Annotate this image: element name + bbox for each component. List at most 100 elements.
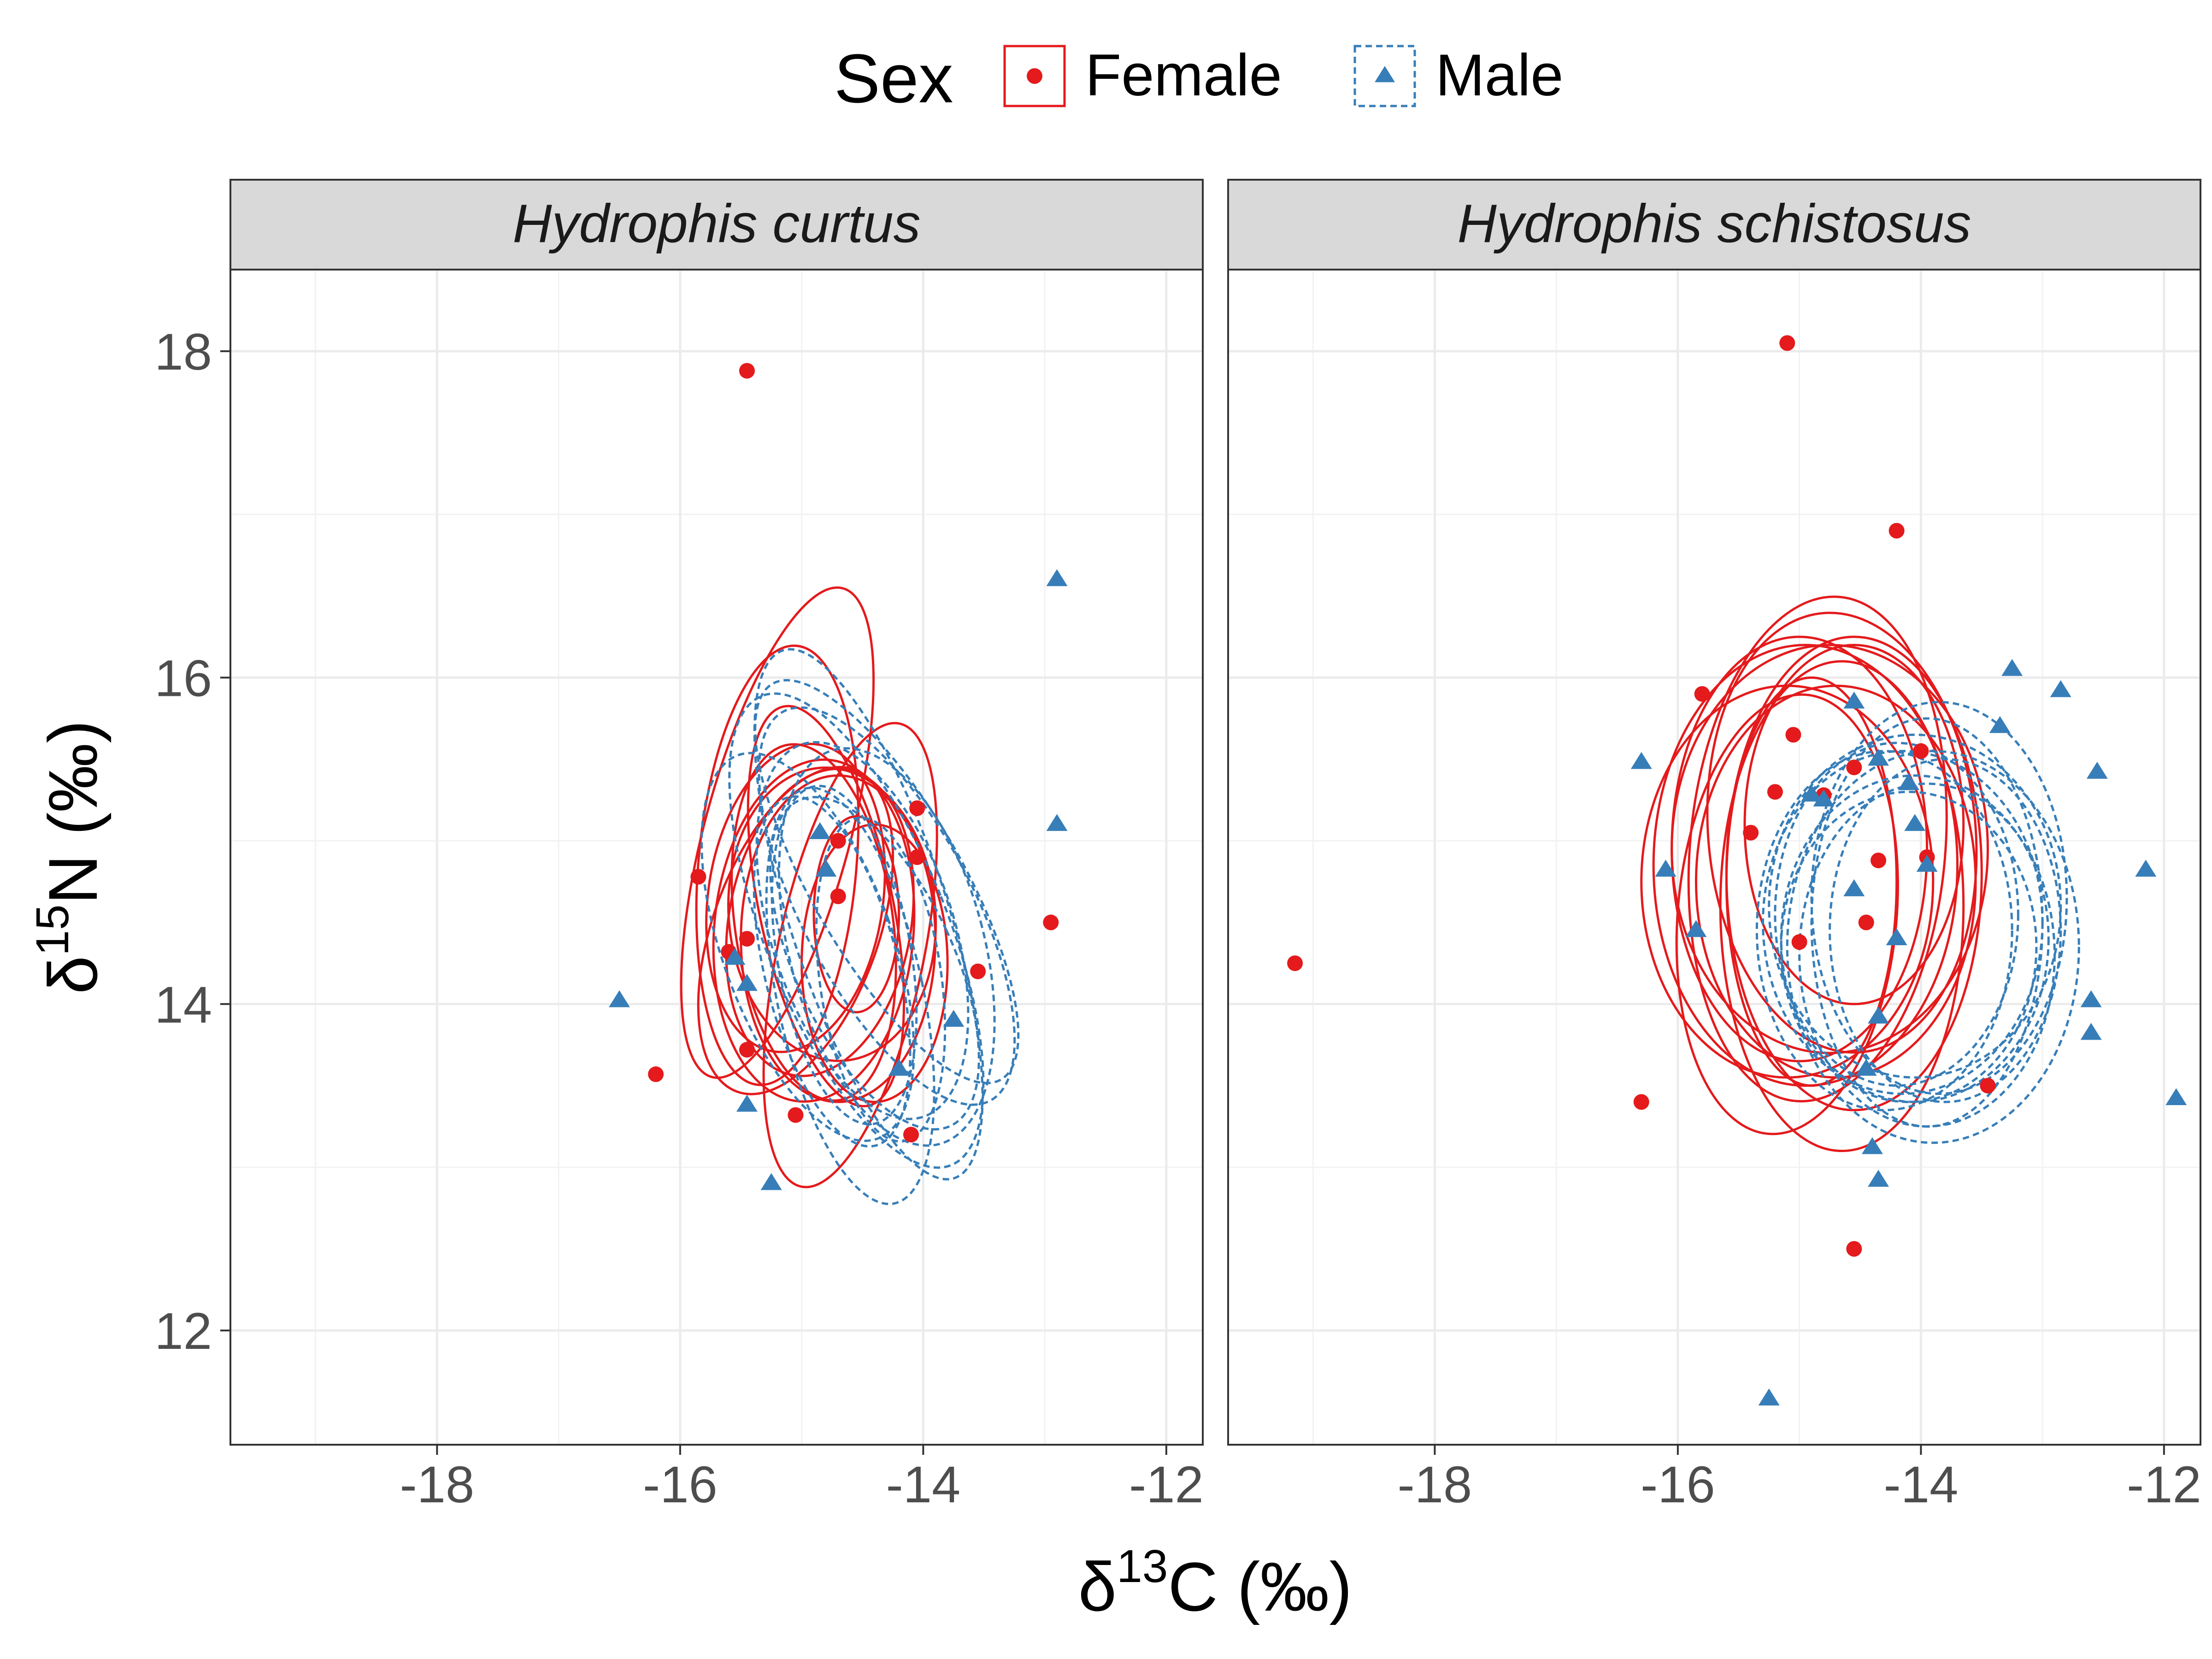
data-point-male [1868, 1170, 1889, 1187]
facet-strip [229, 179, 1204, 271]
data-point-male [1868, 748, 1889, 766]
data-point-female [1767, 784, 1783, 800]
data-point-male [736, 974, 758, 991]
legend-label: Female [1085, 42, 1282, 108]
x-axis: -18 -16 -14 -12 [1397, 1445, 2201, 1513]
data-point-female [1846, 759, 1862, 776]
data-point-male [2001, 659, 2023, 676]
data-point-female [1785, 727, 1801, 743]
sea-ellipse-male [1780, 790, 2038, 1103]
legend-triangle-icon [1375, 66, 1395, 82]
data-point-female [739, 1041, 755, 1058]
data-point-male [1758, 1388, 1780, 1406]
sea-ellipse-male [754, 679, 1020, 1084]
x-tick-label: -16 [1641, 1456, 1715, 1513]
sea-ellipse-male [815, 816, 947, 1143]
data-point-male [1861, 1137, 1883, 1154]
series-male [1755, 701, 2080, 1144]
data-point-female [739, 363, 755, 379]
data-point-male [1855, 1059, 1877, 1076]
series-male [700, 648, 1020, 1206]
sea-ellipse-female [727, 766, 937, 1062]
panel-data [1287, 335, 2187, 1406]
data-point-female [690, 869, 706, 885]
sea-ellipse-female [1725, 676, 1898, 1087]
panel-data [609, 363, 1068, 1206]
points-male [1630, 659, 2187, 1406]
x-axis: -18 -16 -14 -12 [400, 1445, 1204, 1513]
data-point-male [1916, 854, 1938, 872]
data-point-male [609, 990, 630, 1007]
axis-titles: δ13C (‰) δ15N (‰) [27, 720, 1352, 1625]
x-tick-label: -14 [1883, 1456, 1958, 1513]
data-point-male [1801, 784, 1822, 802]
x-axis-title: δ13C (‰) [1078, 1541, 1353, 1625]
data-point-male [2086, 762, 2108, 779]
data-point-female [1846, 1241, 1862, 1257]
data-point-female [909, 849, 925, 865]
data-point-male [1843, 879, 1865, 896]
data-point-female [970, 963, 986, 979]
data-point-female [903, 1127, 919, 1143]
data-point-male [2080, 1023, 2102, 1040]
gridlines [230, 270, 1203, 1445]
y-tick-label: 16 [154, 649, 212, 707]
data-point-male [736, 1094, 758, 1112]
sea-ellipse-female [697, 766, 894, 1095]
sea-ellipse-male [769, 796, 980, 1131]
y-axis-title: δ15N (‰) [27, 720, 112, 994]
data-point-male [2080, 990, 2102, 1007]
data-point-female [1779, 335, 1795, 351]
data-point-female [909, 800, 925, 816]
data-point-male [1685, 920, 1707, 937]
panel-background [1228, 270, 2200, 1445]
data-point-female [1980, 1077, 1996, 1094]
data-point-female [1871, 853, 1887, 869]
data-point-female [830, 888, 846, 904]
data-point-female [788, 1107, 804, 1123]
data-point-female [1913, 743, 1929, 759]
sea-ellipse-male [1810, 717, 2044, 1128]
legend-circle-icon [1027, 68, 1042, 84]
sea-ellipse-male [758, 706, 1016, 1106]
sea-ellipse-female [695, 644, 860, 1086]
x-tick-label: -18 [400, 1456, 474, 1513]
sea-ellipse-female [1743, 644, 1965, 1006]
y-tick-label: 14 [154, 976, 212, 1034]
plot-panels: Hydrophis curtus-18 -16 -14 -1212141618Hydr… [154, 179, 2201, 1513]
data-point-female [648, 1066, 664, 1082]
data-point-male [1886, 928, 1907, 946]
data-point-male [1655, 859, 1677, 877]
panel-2: Hydrophis schistosus -18 -16 -14 -12 [1227, 179, 2201, 1513]
points-female [648, 363, 1059, 1143]
sea-ellipse-female [1671, 635, 1929, 1063]
data-point-male [1843, 691, 1865, 709]
facet-strip-label: Hydrophis schistosus [1458, 194, 1971, 254]
data-point-male [1630, 752, 1652, 769]
data-point-male [888, 1059, 910, 1076]
points-male [609, 569, 1068, 1190]
sea-ellipse-male [777, 747, 996, 1147]
data-point-male [943, 1010, 965, 1027]
sea-ellipse-male [728, 692, 985, 1169]
sea-ellipse-male [1829, 758, 2062, 1103]
data-point-female [1694, 686, 1710, 702]
y-axis: 12 14 16 18 [154, 323, 230, 1360]
data-point-male [2050, 680, 2071, 697]
x-tick-label: -12 [2127, 1456, 2201, 1513]
sea-ellipse-female [747, 705, 906, 1107]
sea-ellipse-female [680, 586, 875, 1079]
data-point-female [1043, 914, 1059, 930]
x-tick-label: -18 [1397, 1456, 1472, 1513]
data-point-male [815, 859, 837, 877]
sea-ellipse-male [755, 741, 970, 1120]
data-point-female [830, 833, 846, 849]
sea-ellipse-female [1694, 684, 1977, 1079]
x-tick-label: -16 [643, 1456, 718, 1513]
y-tick-label: 12 [154, 1302, 212, 1360]
facet-strip [1227, 179, 2201, 271]
data-point-male [809, 822, 831, 839]
sea-ellipse-female [762, 722, 938, 1188]
x-tick-label: -14 [886, 1456, 960, 1513]
